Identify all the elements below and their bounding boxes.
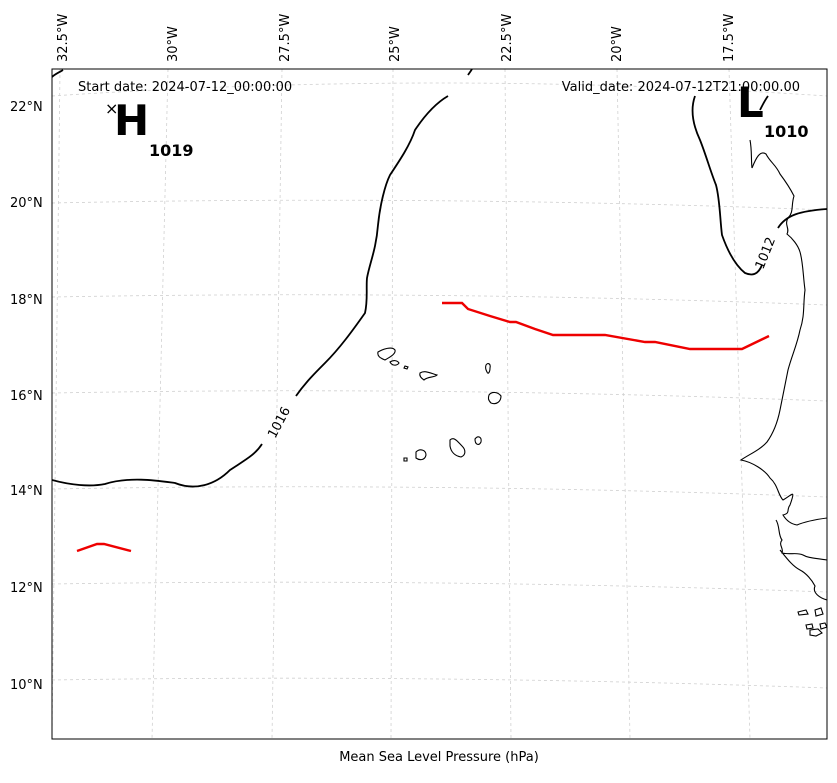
lat-tick-label: 16°N bbox=[10, 389, 43, 404]
lon-tick-label: 17.5°W bbox=[722, 14, 737, 62]
graticule bbox=[52, 69, 827, 739]
high-pressure-letter: H bbox=[114, 96, 149, 145]
island-santiago bbox=[449, 438, 466, 458]
isobar-1016-line bbox=[52, 95, 449, 488]
longitude-ticks: 32.5°W 30°W 27.5°W 25°W 22.5°W 20°W 17.5… bbox=[56, 14, 737, 62]
lon-tick-label: 32.5°W bbox=[56, 14, 71, 62]
island-santa-luzia bbox=[403, 365, 409, 370]
isobar-segment bbox=[467, 69, 473, 76]
island-santo-antao bbox=[377, 347, 396, 361]
map-caption: Mean Sea Level Pressure (hPa) bbox=[339, 750, 539, 765]
trough-line-east bbox=[442, 301, 770, 351]
valid-date-label: Valid_date: 2024-07-12T21:00:00.00 bbox=[562, 80, 800, 95]
lat-tick-label: 12°N bbox=[10, 581, 43, 596]
coastline-segment bbox=[749, 139, 753, 169]
lon-tick-label: 22.5°W bbox=[500, 14, 515, 62]
island-fogo bbox=[415, 449, 427, 461]
island-brava bbox=[403, 457, 408, 462]
low-pressure-center: L 1010 bbox=[737, 78, 809, 141]
isobar-segment bbox=[759, 95, 769, 111]
low-pressure-value: 1010 bbox=[764, 122, 809, 141]
trough-line-west bbox=[76, 542, 132, 553]
start-date-label: Start date: 2024-07-12_00:00:00 bbox=[78, 80, 292, 95]
map-frame bbox=[51, 68, 828, 740]
isobar-segment bbox=[52, 69, 64, 78]
high-pressure-center: × H 1019 bbox=[105, 96, 194, 160]
lon-tick-label: 20°W bbox=[610, 26, 625, 62]
lat-tick-label: 20°N bbox=[10, 196, 43, 211]
lon-tick-label: 25°W bbox=[388, 26, 403, 62]
latitude-ticks: 22°N 20°N 18°N 16°N 14°N 12°N 10°N bbox=[10, 100, 43, 693]
lat-tick-label: 18°N bbox=[10, 293, 43, 308]
lon-tick-label: 27.5°W bbox=[278, 14, 293, 62]
island-sal bbox=[485, 363, 491, 374]
island-boa-vista bbox=[487, 391, 502, 405]
map-area bbox=[52, 69, 827, 739]
island-sao-vicente bbox=[389, 360, 400, 366]
cape-verde-islands bbox=[377, 347, 502, 462]
isobar-label: 1016 bbox=[265, 405, 294, 441]
africa-coastline bbox=[739, 152, 827, 601]
island-maio bbox=[474, 436, 482, 445]
bijagos-islands bbox=[797, 607, 827, 637]
lat-tick-label: 10°N bbox=[10, 678, 43, 693]
lat-tick-label: 14°N bbox=[10, 484, 43, 499]
isobar-label: 1012 bbox=[753, 235, 779, 271]
lon-tick-label: 30°W bbox=[166, 26, 181, 62]
island-sao-nicolau bbox=[419, 371, 439, 381]
high-pressure-value: 1019 bbox=[149, 141, 194, 160]
high-center-marker: × bbox=[105, 99, 118, 118]
lat-tick-label: 22°N bbox=[10, 100, 43, 115]
low-pressure-letter: L bbox=[737, 78, 764, 127]
isobar-1012-line bbox=[691, 95, 827, 276]
